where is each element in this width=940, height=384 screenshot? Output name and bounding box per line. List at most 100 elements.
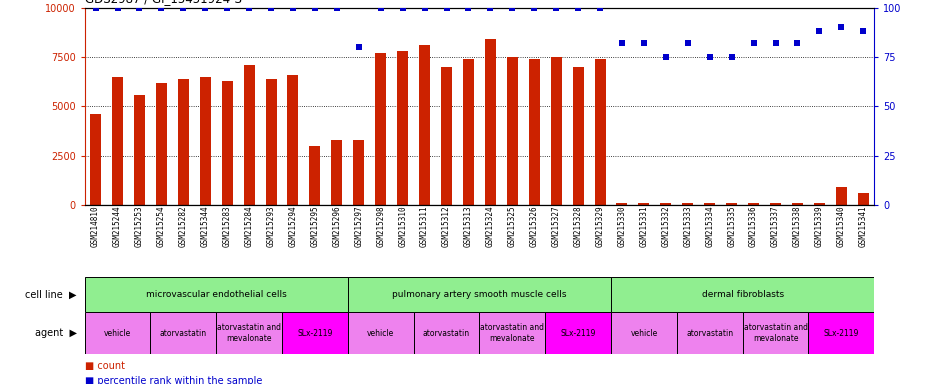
Text: atorvastatin: atorvastatin <box>160 328 207 338</box>
Text: ■ percentile rank within the sample: ■ percentile rank within the sample <box>85 376 262 384</box>
Bar <box>178 79 189 205</box>
Text: vehicle: vehicle <box>104 328 131 338</box>
Point <box>615 40 630 46</box>
Text: cell line  ▶: cell line ▶ <box>25 290 77 300</box>
Bar <box>727 204 737 205</box>
Text: GSM215336: GSM215336 <box>749 205 758 247</box>
Point <box>154 5 169 11</box>
Bar <box>288 75 299 205</box>
Point <box>746 40 761 46</box>
Bar <box>485 39 496 205</box>
Bar <box>743 312 808 354</box>
Text: GSM215244: GSM215244 <box>113 205 122 247</box>
Point <box>571 5 586 11</box>
Bar <box>594 59 605 205</box>
Text: GSM215339: GSM215339 <box>815 205 823 247</box>
Bar <box>857 193 869 205</box>
Point <box>812 28 827 35</box>
Text: atorvastatin and
mevalonate: atorvastatin and mevalonate <box>217 323 281 343</box>
Point <box>636 40 651 46</box>
Text: GSM215295: GSM215295 <box>310 205 320 247</box>
Point <box>110 5 125 11</box>
Point <box>307 5 322 11</box>
Text: vehicle: vehicle <box>631 328 657 338</box>
Bar <box>199 77 211 205</box>
Point <box>395 5 410 11</box>
Text: atorvastatin and
mevalonate: atorvastatin and mevalonate <box>744 323 807 343</box>
Text: atorvastatin: atorvastatin <box>686 328 733 338</box>
Point <box>373 5 388 11</box>
Text: GSM215293: GSM215293 <box>267 205 275 247</box>
Bar <box>808 312 874 354</box>
Bar <box>682 204 694 205</box>
Text: atorvastatin: atorvastatin <box>423 328 470 338</box>
Point <box>242 5 257 11</box>
Text: dermal fibroblasts: dermal fibroblasts <box>701 290 784 299</box>
Bar <box>375 53 386 205</box>
Text: atorvastatin and
mevalonate: atorvastatin and mevalonate <box>480 323 544 343</box>
Text: GSM215325: GSM215325 <box>508 205 517 247</box>
Text: GSM215310: GSM215310 <box>399 205 407 247</box>
Text: GSM215294: GSM215294 <box>289 205 297 247</box>
Text: GSM215327: GSM215327 <box>552 205 560 247</box>
Bar <box>770 204 781 205</box>
Text: SLx-2119: SLx-2119 <box>297 328 333 338</box>
Bar <box>545 312 611 354</box>
Text: GSM215312: GSM215312 <box>442 205 451 247</box>
Text: GSM215254: GSM215254 <box>157 205 165 247</box>
Point <box>549 5 564 11</box>
Bar <box>814 204 825 205</box>
Point <box>526 5 541 11</box>
Text: GSM215333: GSM215333 <box>683 205 692 247</box>
Bar <box>551 57 562 205</box>
Point <box>88 5 103 11</box>
Point <box>176 5 191 11</box>
Text: agent  ▶: agent ▶ <box>35 328 77 338</box>
Point <box>768 40 783 46</box>
Point <box>352 44 367 50</box>
Point <box>855 28 870 35</box>
Bar <box>112 77 123 205</box>
Point <box>329 5 344 11</box>
Text: GSM215284: GSM215284 <box>244 205 254 247</box>
Text: vehicle: vehicle <box>368 328 394 338</box>
Bar <box>704 204 715 205</box>
Point <box>592 5 607 11</box>
Bar <box>397 51 408 205</box>
Bar <box>332 140 342 205</box>
Bar <box>222 81 233 205</box>
Bar <box>309 146 321 205</box>
Bar <box>266 79 276 205</box>
Bar <box>216 312 282 354</box>
Point <box>702 54 717 60</box>
Bar <box>836 187 847 205</box>
Point <box>286 5 301 11</box>
Point <box>417 5 432 11</box>
Point <box>834 24 849 30</box>
Text: GDS2987 / GI_15451924-S: GDS2987 / GI_15451924-S <box>85 0 242 5</box>
Text: pulmonary artery smooth muscle cells: pulmonary artery smooth muscle cells <box>392 290 567 299</box>
Bar <box>791 204 803 205</box>
Bar <box>677 312 743 354</box>
Text: GSM215340: GSM215340 <box>837 205 846 247</box>
Bar <box>282 312 348 354</box>
Text: GSM214810: GSM214810 <box>91 205 100 247</box>
Text: GSM215324: GSM215324 <box>486 205 494 247</box>
Bar <box>638 203 650 205</box>
Bar <box>528 59 540 205</box>
Text: SLx-2119: SLx-2119 <box>823 328 859 338</box>
Point <box>483 5 498 11</box>
Text: GSM215341: GSM215341 <box>859 205 868 247</box>
Bar <box>748 204 760 205</box>
Text: GSM215326: GSM215326 <box>530 205 539 247</box>
Text: SLx-2119: SLx-2119 <box>560 328 596 338</box>
Text: ■ count: ■ count <box>85 361 125 371</box>
Text: GSM215335: GSM215335 <box>728 205 736 247</box>
Text: GSM215297: GSM215297 <box>354 205 363 247</box>
Point <box>658 54 673 60</box>
Text: GSM215331: GSM215331 <box>639 205 649 247</box>
Point <box>439 5 454 11</box>
Bar <box>414 312 479 354</box>
Point <box>790 40 805 46</box>
Bar <box>617 204 628 205</box>
